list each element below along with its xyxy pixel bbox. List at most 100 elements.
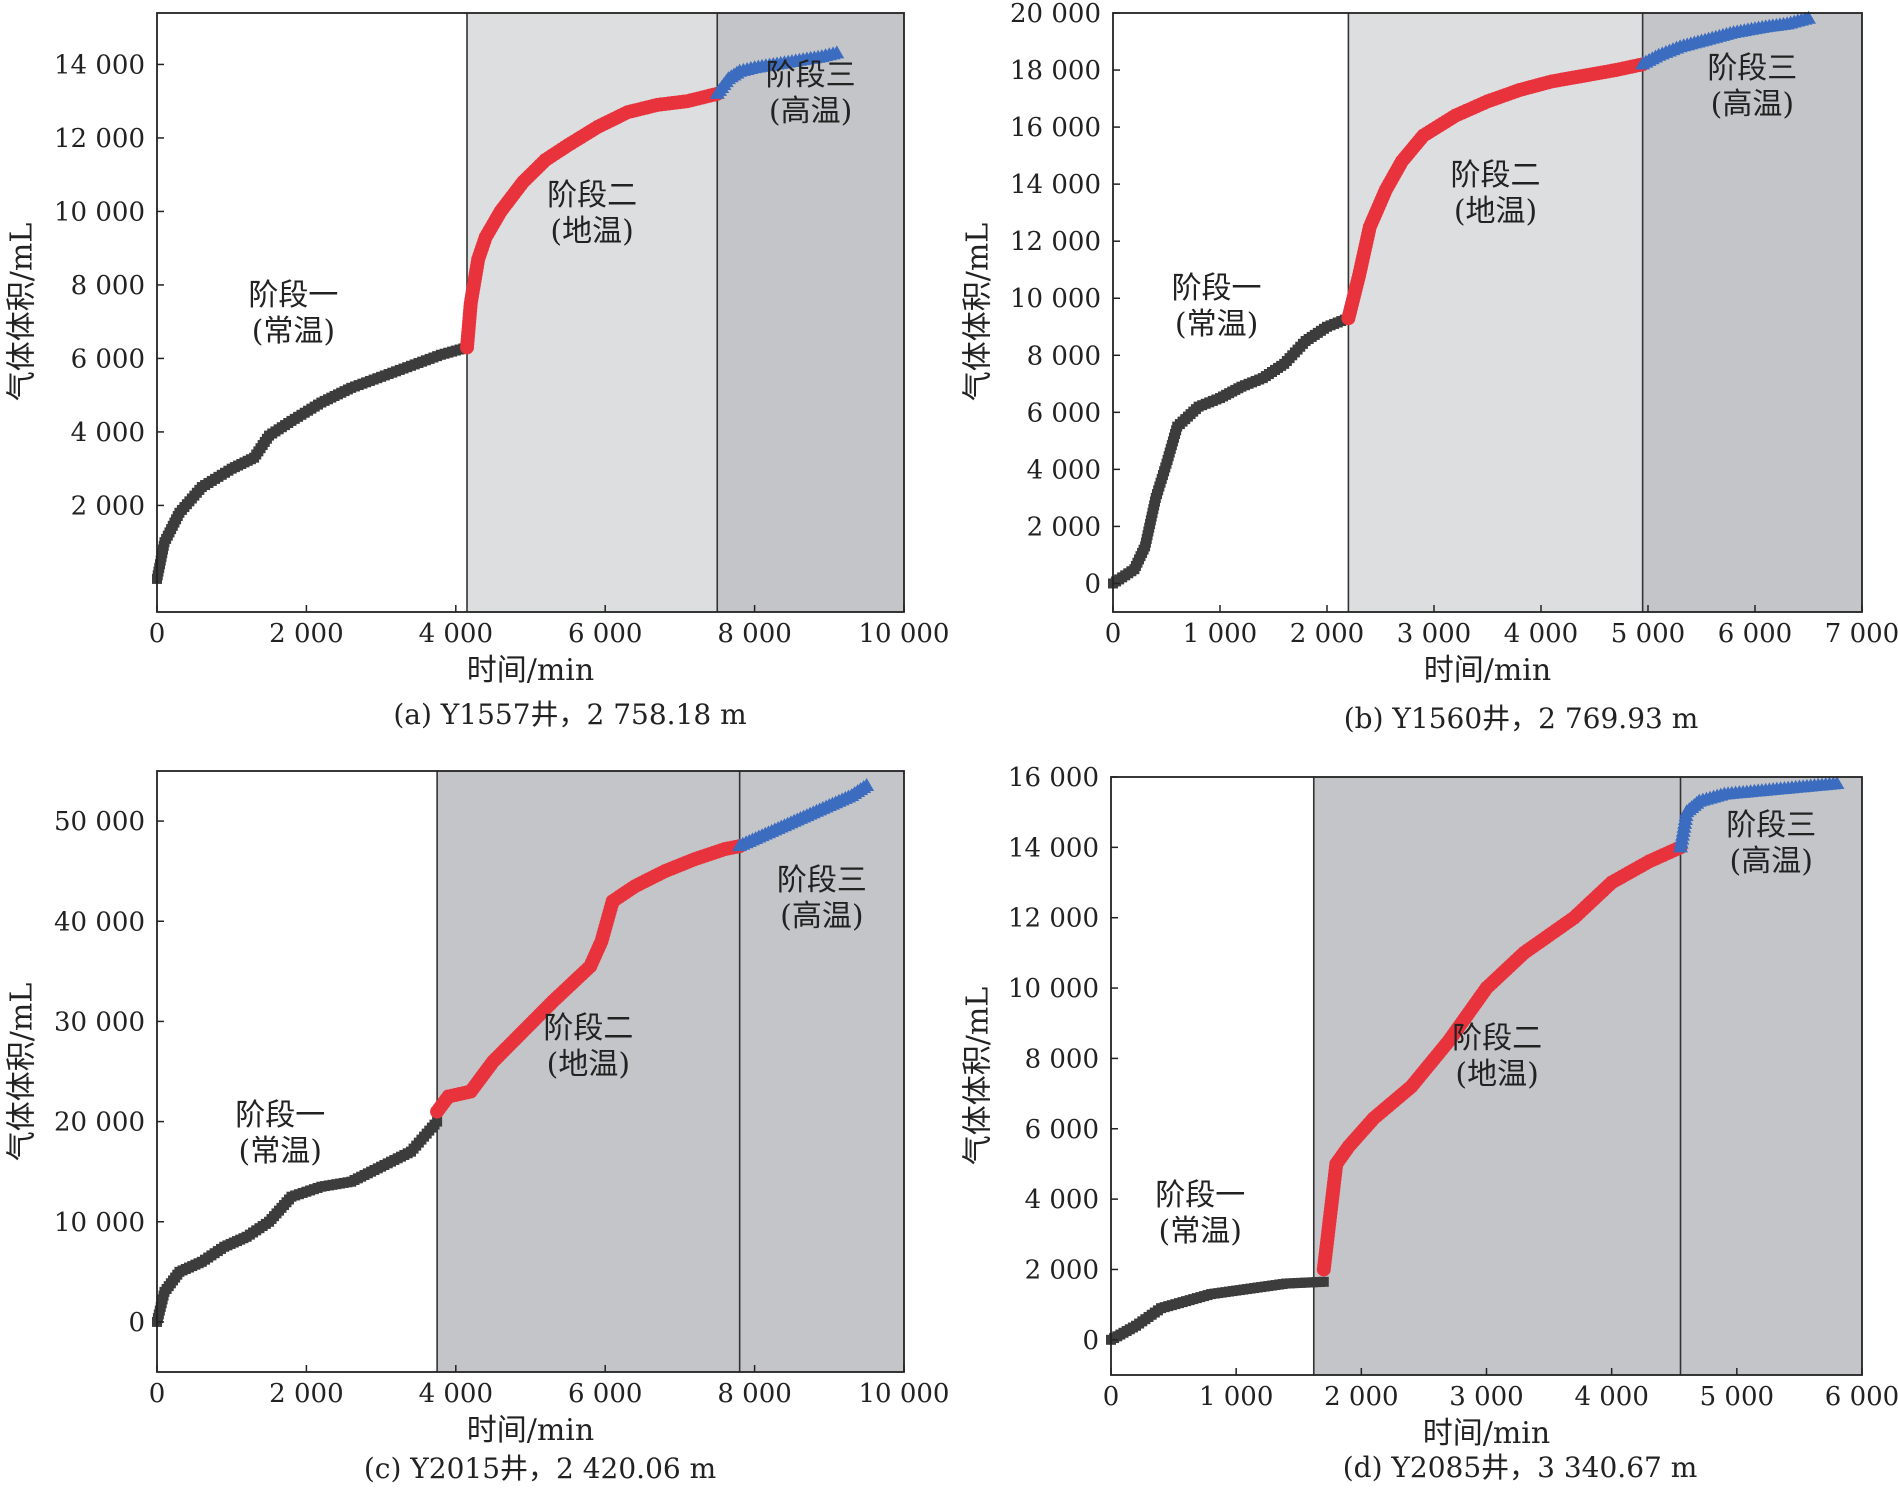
y-tick-label: 10 000 <box>54 197 145 227</box>
data-point <box>1829 776 1845 790</box>
stage-label-condition: (高温) <box>1711 87 1794 122</box>
y-tick-label: 18 000 <box>1010 56 1101 86</box>
stage-label-name: 阶段三 <box>777 863 867 898</box>
y-tick-label: 6 000 <box>1027 398 1101 428</box>
y-tick-label: 12 000 <box>1010 227 1101 257</box>
stage-region-2 <box>467 13 718 612</box>
chart-panel-4: 0 1 000 2 000 3 000 4 000 5 000 6 000 0 2 000 4 0… <box>961 763 1898 1484</box>
y-axis-label: 气体体积/mL <box>961 987 996 1166</box>
y-tick-label: 4 000 <box>1027 455 1101 485</box>
series-3 <box>1673 776 1845 853</box>
x-tick-label: 6 000 <box>1825 1382 1898 1412</box>
chart-panel-2: 0 1 000 2 000 3 000 4 000 5 000 6 000 7 000 0 2 0… <box>961 0 1898 735</box>
chart-panel-1: 0 2 000 4 000 6 000 8 000 10 000 2 000 4 000 6 0… <box>5 12 950 731</box>
x-axis-label: 时间/min <box>467 1413 594 1448</box>
x-tick-label: 5 000 <box>1700 1382 1774 1412</box>
y-tick-label: 50 000 <box>54 807 145 837</box>
y-tick-label: 20 000 <box>1010 0 1101 29</box>
x-tick-label: 8 000 <box>717 619 791 649</box>
x-tick-label: 4 000 <box>1574 1382 1648 1412</box>
series-2 <box>1341 57 1650 326</box>
y-tick-label: 10 000 <box>1010 284 1101 314</box>
stage-label-condition: (高温) <box>1730 844 1813 879</box>
plot-frame <box>156 770 905 1373</box>
y-tick-label: 8 000 <box>1027 341 1101 371</box>
x-tick-label: 6 000 <box>1718 619 1792 649</box>
y-axis-label: 气体体积/mL <box>5 223 40 402</box>
y-tick-label: 14 000 <box>1008 833 1099 863</box>
y-tick-label: 6 000 <box>71 344 145 374</box>
stage-label-name: 阶段一 <box>1172 271 1262 306</box>
stage-region-1 <box>1111 777 1314 1375</box>
y-tick-label: 4 000 <box>1025 1185 1099 1215</box>
y-tick-label: 4 000 <box>71 418 145 448</box>
y-tick-label: 2 000 <box>1027 512 1101 542</box>
y-axis-label: 气体体积/mL <box>5 983 40 1162</box>
x-tick-label: 6 000 <box>568 619 642 649</box>
x-tick-label: 2 000 <box>269 1379 343 1409</box>
stage-label-condition: (地温) <box>550 214 633 249</box>
x-tick-label: 2 000 <box>1324 1382 1398 1412</box>
stage-label-condition: (地温) <box>547 1047 630 1082</box>
x-tick-label: 8 000 <box>717 1379 791 1409</box>
x-axis-label: 时间/min <box>467 653 594 688</box>
y-tick-label: 16 000 <box>1008 763 1099 793</box>
y-tick-label: 2 000 <box>1025 1255 1099 1285</box>
x-tick-label: 4 000 <box>419 619 493 649</box>
y-tick-label: 12 000 <box>1008 904 1099 934</box>
x-tick-label: 0 <box>149 1379 166 1409</box>
y-tick-label: 0 <box>1084 569 1101 599</box>
stage-region-1 <box>157 13 468 612</box>
stage-label-condition: (高温) <box>780 899 863 934</box>
y-tick-label: 30 000 <box>54 1007 145 1037</box>
stage-region-3 <box>1680 777 1862 1375</box>
x-tick-label: 3 000 <box>1449 1382 1523 1412</box>
y-tick-label: 40 000 <box>54 907 145 937</box>
x-tick-label: 2 000 <box>269 619 343 649</box>
panel-caption: (b) Y1560井，2 769.93 m <box>1344 702 1699 735</box>
stage-region-3 <box>739 771 904 1372</box>
y-tick-label: 14 000 <box>54 50 145 80</box>
stage-label-condition: (常温) <box>1159 1214 1242 1249</box>
data-point <box>432 1116 443 1127</box>
plot-frame <box>1112 12 1863 613</box>
x-tick-label: 10 000 <box>859 619 950 649</box>
plot-frame <box>156 12 905 613</box>
x-axis-label: 时间/min <box>1423 1416 1550 1451</box>
y-tick-label: 8 000 <box>1025 1044 1099 1074</box>
y-tick-label: 12 000 <box>54 124 145 154</box>
y-tick-label: 0 <box>128 1308 145 1338</box>
stage-label-name: 阶段三 <box>1726 808 1816 843</box>
series-3 <box>732 778 875 852</box>
series-1 <box>1108 313 1354 589</box>
stage-label-name: 阶段二 <box>543 1011 633 1046</box>
y-tick-label: 10 000 <box>1008 974 1099 1004</box>
y-tick-label: 6 000 <box>1025 1115 1099 1145</box>
stage-label-name: 阶段三 <box>1707 51 1797 86</box>
y-tick-label: 8 000 <box>71 271 145 301</box>
series-1 <box>152 1116 443 1327</box>
stage-region-3 <box>717 13 904 612</box>
stage-label-name: 阶段二 <box>1452 1021 1542 1056</box>
panel-caption: (d) Y2085井，3 340.67 m <box>1343 1451 1698 1484</box>
series-3 <box>1635 10 1816 70</box>
stage-label-condition: (高温) <box>769 94 852 129</box>
stage-label-condition: (常温) <box>1175 307 1258 342</box>
x-axis-label: 时间/min <box>1424 653 1551 688</box>
x-tick-label: 0 <box>149 619 166 649</box>
data-point <box>1801 10 1816 24</box>
series-3 <box>709 45 845 99</box>
series-1 <box>1106 1276 1329 1345</box>
stage-label-condition: (地温) <box>1455 1057 1538 1092</box>
panel-caption: (c) Y2015井，2 420.06 m <box>364 1452 716 1485</box>
x-tick-label: 1 000 <box>1199 1382 1273 1412</box>
y-tick-label: 0 <box>1082 1326 1099 1356</box>
stage-region-1 <box>157 771 438 1372</box>
x-tick-label: 0 <box>1103 1382 1120 1412</box>
stage-region-2 <box>1348 13 1643 612</box>
x-tick-label: 0 <box>1105 619 1122 649</box>
series-2 <box>1316 840 1688 1277</box>
x-tick-label: 7 000 <box>1825 619 1898 649</box>
x-tick-label: 4 000 <box>1504 619 1578 649</box>
y-tick-label: 14 000 <box>1010 170 1101 200</box>
